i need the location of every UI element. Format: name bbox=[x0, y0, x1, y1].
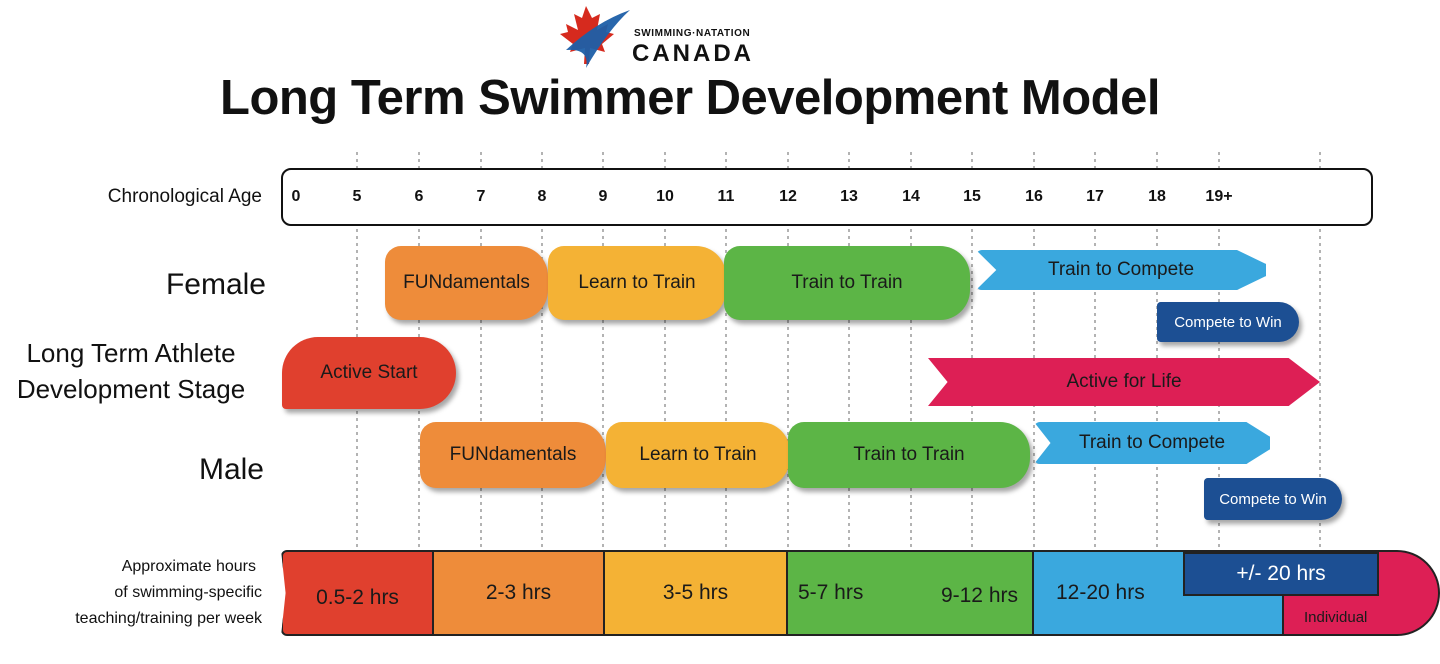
page-title: Long Term Swimmer Development Model bbox=[220, 71, 1160, 125]
female-compete-to-win-stage: Compete to Win bbox=[1157, 302, 1299, 342]
hours-label-line1: Approximate hours bbox=[121, 558, 256, 575]
age-tick: 8 bbox=[537, 188, 547, 205]
age-tick: 12 bbox=[779, 188, 797, 205]
male-train-to-train-stage: Train to Train bbox=[788, 422, 1030, 488]
age-tick: 14 bbox=[902, 188, 920, 205]
age-tick: 18 bbox=[1148, 188, 1166, 205]
female-learn-to-train-stage: Learn to Train bbox=[548, 246, 726, 320]
age-tick: 15 bbox=[963, 188, 981, 205]
hours-segment-1: 0.5-2 hrs bbox=[281, 550, 434, 636]
female-fundamentals-stage: FUNdamentals bbox=[385, 246, 548, 320]
male-learn-to-train-stage: Learn to Train bbox=[606, 422, 790, 488]
ltad-label-line2: Development Stage bbox=[16, 374, 246, 404]
female-label: Female bbox=[165, 268, 266, 301]
female-train-to-compete-stage: Train to Compete bbox=[976, 250, 1266, 290]
active-start-stage: Active Start bbox=[282, 337, 456, 409]
age-tick: 0 bbox=[291, 188, 301, 205]
logo-text-small: SWIMMING·NATATION bbox=[634, 28, 751, 39]
male-train-to-compete-stage: Train to Compete bbox=[1034, 422, 1270, 464]
age-tick: 11 bbox=[717, 188, 735, 205]
age-bar bbox=[281, 168, 1373, 226]
hours-segment-3: 3-5 hrs bbox=[603, 550, 788, 636]
maple-leaf-logo bbox=[560, 6, 630, 68]
logo-text-big: CANADA bbox=[632, 40, 754, 67]
age-tick: 9 bbox=[598, 188, 608, 205]
age-tick: 16 bbox=[1025, 188, 1043, 205]
active-for-life-stage: Active for Life bbox=[928, 358, 1320, 406]
age-tick: 17 bbox=[1086, 188, 1104, 205]
hours-segment-2: 2-3 hrs bbox=[432, 550, 605, 636]
hours-label-line3: teaching/training per week bbox=[75, 610, 262, 627]
age-tick: 19+ bbox=[1205, 188, 1233, 205]
age-tick: 10 bbox=[656, 188, 674, 205]
age-tick: 13 bbox=[840, 188, 858, 205]
age-tick: 5 bbox=[352, 188, 362, 205]
female-train-to-train-stage: Train to Train bbox=[724, 246, 970, 320]
ltad-label-line1: Long Term Athlete bbox=[26, 338, 236, 368]
age-tick: 7 bbox=[476, 188, 486, 205]
male-compete-to-win-stage: Compete to Win bbox=[1204, 478, 1342, 520]
age-tick: 6 bbox=[414, 188, 424, 205]
hours-label-line2: of swimming-specific bbox=[114, 584, 262, 601]
hours-segment-4: 5-7 hrs 9-12 hrs bbox=[786, 550, 1034, 636]
male-label: Male bbox=[198, 453, 264, 486]
chronological-age-label: Chronological Age bbox=[107, 186, 262, 207]
male-fundamentals-stage: FUNdamentals bbox=[420, 422, 606, 488]
hours-segment-20: +/- 20 hrs bbox=[1183, 552, 1379, 596]
